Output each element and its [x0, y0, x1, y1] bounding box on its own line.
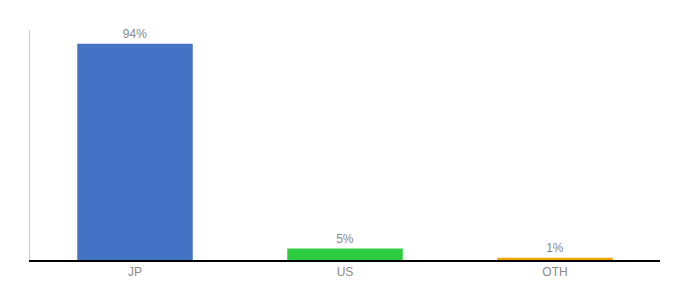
svg-text:1%: 1%	[546, 241, 564, 255]
svg-text:94%: 94%	[123, 27, 147, 41]
svg-text:US: US	[337, 265, 354, 279]
svg-text:5%: 5%	[336, 232, 354, 246]
svg-text:OTH: OTH	[542, 265, 567, 279]
svg-text:JP: JP	[128, 265, 142, 279]
